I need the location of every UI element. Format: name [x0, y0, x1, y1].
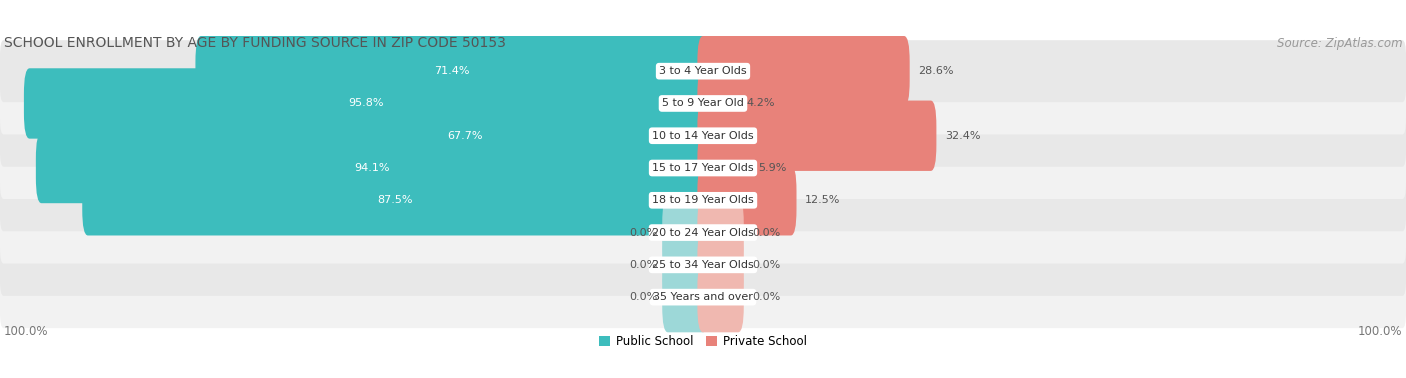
- FancyBboxPatch shape: [0, 73, 1406, 135]
- Text: 18 to 19 Year Olds: 18 to 19 Year Olds: [652, 195, 754, 205]
- FancyBboxPatch shape: [82, 165, 709, 235]
- Text: 0.0%: 0.0%: [752, 292, 780, 302]
- FancyBboxPatch shape: [0, 234, 1406, 296]
- FancyBboxPatch shape: [662, 197, 709, 268]
- FancyBboxPatch shape: [37, 133, 709, 203]
- Legend: Public School, Private School: Public School, Private School: [593, 330, 813, 353]
- Text: 15 to 17 Year Olds: 15 to 17 Year Olds: [652, 163, 754, 173]
- Text: 4.2%: 4.2%: [747, 98, 775, 108]
- Text: 0.0%: 0.0%: [628, 260, 657, 270]
- FancyBboxPatch shape: [697, 101, 936, 171]
- Text: 87.5%: 87.5%: [378, 195, 413, 205]
- Text: 12.5%: 12.5%: [804, 195, 841, 205]
- FancyBboxPatch shape: [0, 266, 1406, 328]
- Text: 71.4%: 71.4%: [434, 66, 470, 76]
- FancyBboxPatch shape: [0, 40, 1406, 102]
- FancyBboxPatch shape: [697, 133, 751, 203]
- FancyBboxPatch shape: [697, 230, 744, 300]
- Text: Source: ZipAtlas.com: Source: ZipAtlas.com: [1277, 37, 1403, 50]
- FancyBboxPatch shape: [697, 36, 910, 106]
- FancyBboxPatch shape: [662, 230, 709, 300]
- FancyBboxPatch shape: [195, 36, 709, 106]
- Text: 32.4%: 32.4%: [945, 131, 980, 141]
- Text: 0.0%: 0.0%: [752, 260, 780, 270]
- FancyBboxPatch shape: [0, 137, 1406, 199]
- Text: 0.0%: 0.0%: [752, 228, 780, 238]
- Text: 67.7%: 67.7%: [447, 131, 482, 141]
- Text: 10 to 14 Year Olds: 10 to 14 Year Olds: [652, 131, 754, 141]
- Text: 100.0%: 100.0%: [1358, 325, 1403, 338]
- FancyBboxPatch shape: [697, 197, 744, 268]
- FancyBboxPatch shape: [0, 201, 1406, 263]
- Text: 35 Years and over: 35 Years and over: [652, 292, 754, 302]
- Text: 100.0%: 100.0%: [3, 325, 48, 338]
- FancyBboxPatch shape: [0, 169, 1406, 231]
- FancyBboxPatch shape: [697, 165, 796, 235]
- Text: 5 to 9 Year Old: 5 to 9 Year Old: [662, 98, 744, 108]
- Text: 0.0%: 0.0%: [628, 228, 657, 238]
- Text: 20 to 24 Year Olds: 20 to 24 Year Olds: [652, 228, 754, 238]
- Text: 25 to 34 Year Olds: 25 to 34 Year Olds: [652, 260, 754, 270]
- Text: 28.6%: 28.6%: [918, 66, 953, 76]
- Text: 95.8%: 95.8%: [349, 98, 384, 108]
- FancyBboxPatch shape: [662, 262, 709, 332]
- Text: SCHOOL ENROLLMENT BY AGE BY FUNDING SOURCE IN ZIP CODE 50153: SCHOOL ENROLLMENT BY AGE BY FUNDING SOUR…: [3, 36, 505, 50]
- Text: 3 to 4 Year Olds: 3 to 4 Year Olds: [659, 66, 747, 76]
- FancyBboxPatch shape: [0, 105, 1406, 167]
- Text: 94.1%: 94.1%: [354, 163, 389, 173]
- FancyBboxPatch shape: [697, 68, 738, 139]
- FancyBboxPatch shape: [697, 262, 744, 332]
- Text: 0.0%: 0.0%: [628, 292, 657, 302]
- FancyBboxPatch shape: [222, 101, 709, 171]
- FancyBboxPatch shape: [24, 68, 709, 139]
- Text: 5.9%: 5.9%: [759, 163, 787, 173]
